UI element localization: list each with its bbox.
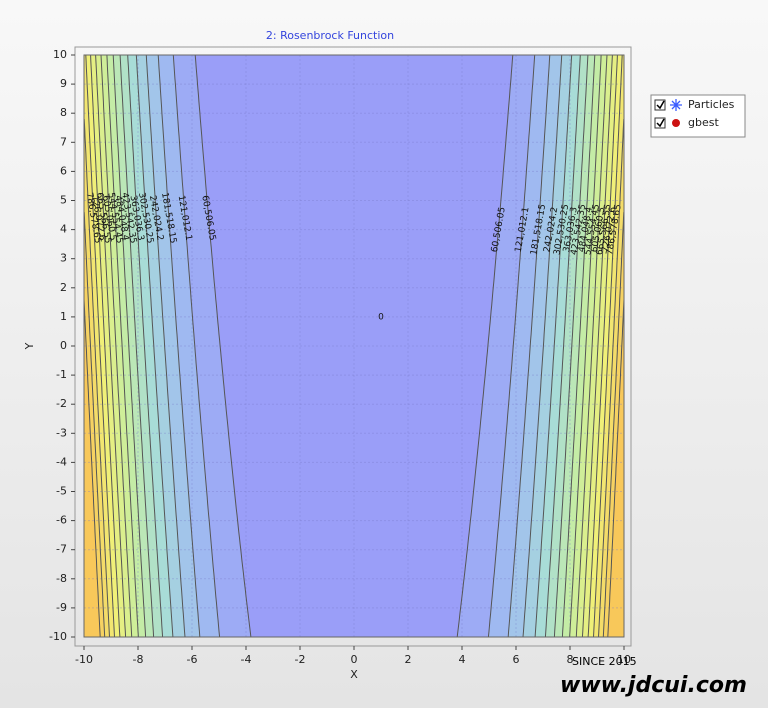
legend-label: Particles [688,98,735,111]
legend-label: gbest [688,116,719,129]
y-tick-label: -3 [56,426,67,439]
y-axis-label: Y [23,342,36,350]
y-tick-label: -6 [56,514,67,527]
contour-line [95,54,127,638]
legend-checkbox [654,117,666,129]
y-tick-label: 5 [60,194,67,207]
x-tick-label: -8 [133,653,144,666]
y-tick-label: -8 [56,572,67,585]
legend-box [650,94,746,138]
contour-line [553,54,589,638]
contour-line [607,299,625,638]
x-tick-label: 8 [567,653,574,666]
y-tick-label: -4 [56,455,67,468]
y-tick-label: 3 [60,252,67,265]
contour-line [522,54,563,638]
contour-line [534,54,573,638]
contour-line [119,54,155,638]
y-tick-label: -2 [56,397,67,410]
contour-line [145,54,186,638]
contour-line [90,54,121,638]
y-tick-label: 8 [60,106,67,119]
contour-line [83,299,101,638]
legend-marker [672,119,680,127]
x-tick-label: 10 [617,653,631,666]
chart-title: 2: Rosenbrock Function [266,29,394,42]
x-axis-label: X [350,668,358,681]
contour-line [561,54,596,638]
y-tick-label: 7 [60,135,67,148]
contour-line [85,54,115,638]
contour-line [127,54,164,638]
watermark: www.jdcui.com [560,673,747,698]
contour-line [544,54,581,638]
watermark: SINCE 2015 [572,655,637,668]
x-tick-label: -6 [187,653,198,666]
y-tick-label: 4 [60,223,67,236]
x-tick-label: -2 [295,653,306,666]
contour-line [100,54,133,638]
y-tick-label: -9 [56,601,67,614]
contour-line [157,54,201,638]
y-tick-label: -7 [56,543,67,556]
contour-line [598,118,625,638]
x-tick-label: -10 [75,653,93,666]
contour-band [607,55,624,637]
x-tick-label: 0 [351,653,358,666]
legend-marker [670,99,682,111]
contour-line [487,54,536,638]
x-tick-label: 2 [405,653,412,666]
y-tick-label: 1 [60,310,67,323]
contour-line [172,54,221,638]
contour-line [456,54,514,638]
contour-line [106,54,139,638]
y-tick-label: -10 [49,630,67,643]
contour-line [194,54,252,638]
contour-line [83,212,106,638]
contour-line [83,118,110,638]
contour-line [569,54,602,638]
contour-band [84,55,101,637]
contour-line [507,54,551,638]
plot-border [83,54,625,638]
y-tick-label: 10 [53,48,67,61]
y-tick-label: 2 [60,281,67,294]
y-tick-label: 9 [60,77,67,90]
y-tick-label: 0 [60,339,67,352]
contour-line [602,212,625,638]
y-tick-label: 6 [60,164,67,177]
x-tick-label: -4 [241,653,252,666]
contour-line [575,54,608,638]
legend-check [656,100,665,110]
y-tick-label: -5 [56,485,67,498]
contour-line [112,54,147,638]
contour-line [593,54,623,638]
x-tick-label: 6 [513,653,520,666]
contour-line [587,54,618,638]
contour-label: 0 [378,312,384,322]
y-tick-label: -1 [56,368,67,381]
contour-line [581,54,613,638]
x-tick-label: 4 [459,653,466,666]
legend-checkbox [654,99,666,111]
contour-line [135,54,174,638]
legend-check [656,118,665,128]
